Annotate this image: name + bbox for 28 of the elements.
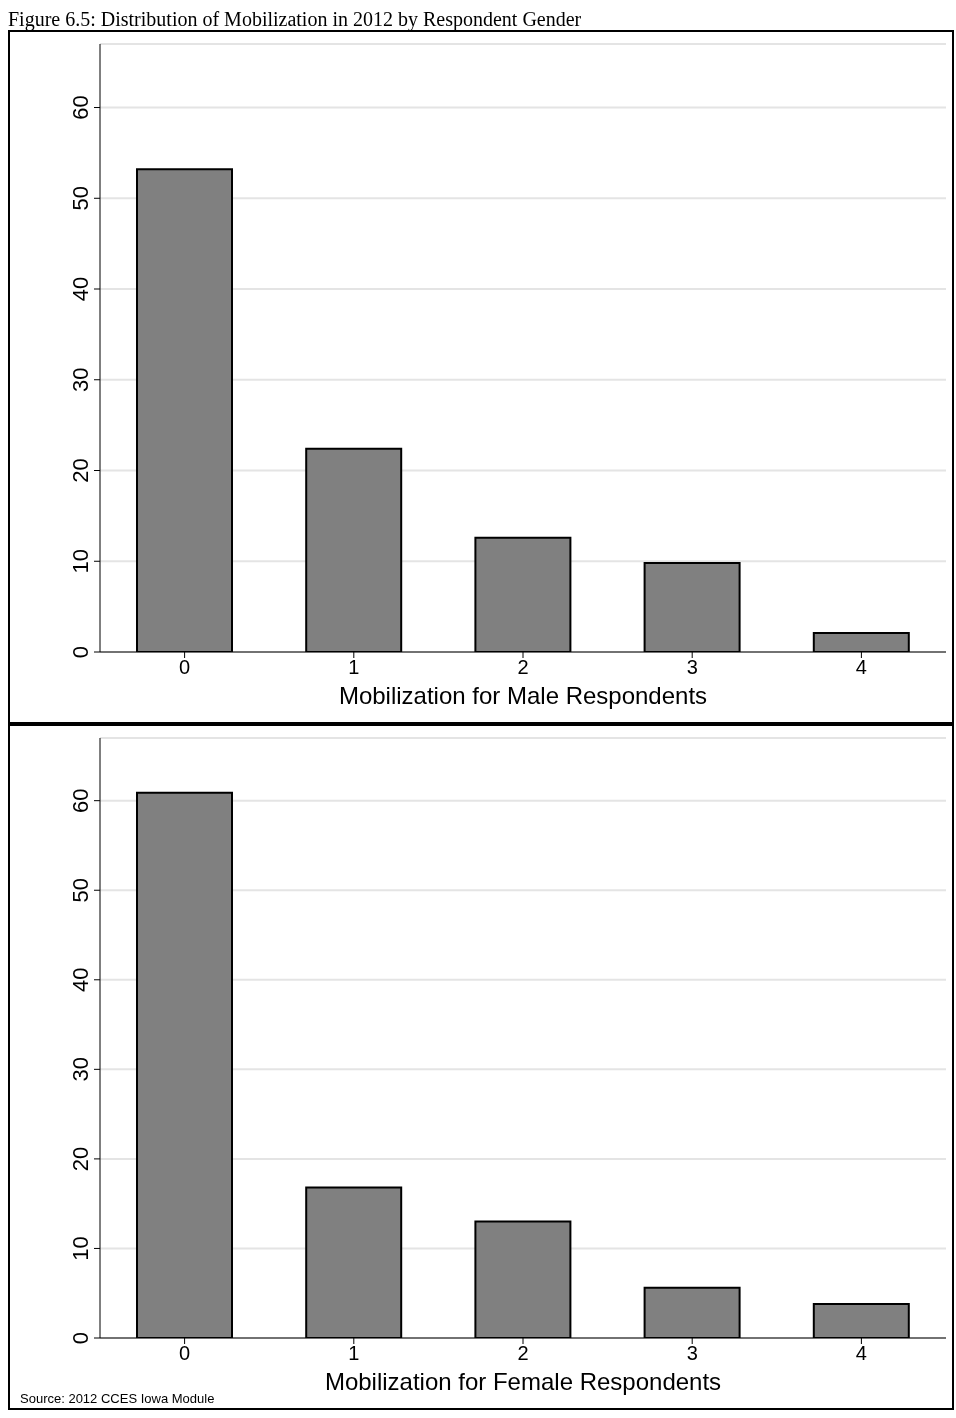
- y-tick-label: 40: [68, 276, 93, 302]
- x-axis-title: Mobilization for Female Respondents: [324, 1368, 722, 1395]
- x-tick-label: 0: [179, 656, 191, 679]
- y-tick-label: 0: [68, 645, 93, 659]
- y-tick-label: 30: [68, 1057, 93, 1082]
- y-tick-label: 20: [68, 458, 93, 483]
- source-note: Source: 2012 CCES Iowa Module: [20, 1391, 215, 1406]
- x-axis-title: Mobilization for Male Respondents: [338, 682, 708, 709]
- y-tick-label: 30: [68, 367, 93, 392]
- y-tick-label: 20: [68, 1146, 93, 1172]
- y-tick-label: 50: [68, 186, 93, 211]
- y-tick-label: 50: [68, 878, 93, 903]
- y-tick-label: 40: [68, 967, 93, 993]
- x-tick-label: 1: [348, 656, 360, 679]
- y-tick-label: 60: [68, 95, 93, 120]
- x-tick-label: 2: [517, 656, 529, 679]
- x-tick-label: 4: [855, 1342, 867, 1365]
- x-tick-label: 3: [686, 656, 698, 679]
- x-tick-label: 1: [348, 1342, 360, 1365]
- y-tick-label: 10: [68, 549, 93, 574]
- x-tick-label: 2: [517, 1342, 529, 1365]
- x-tick-label: 3: [686, 1342, 698, 1365]
- y-tick-label: 60: [68, 788, 93, 813]
- chart-title: Figure 6.5: Distribution of Mobilization in 2012 by Respondent Gender: [8, 8, 583, 30]
- x-tick-label: 0: [179, 1342, 191, 1365]
- y-tick-label: 0: [68, 1331, 93, 1345]
- y-tick-label: 10: [68, 1236, 93, 1261]
- x-tick-label: 4: [855, 656, 867, 679]
